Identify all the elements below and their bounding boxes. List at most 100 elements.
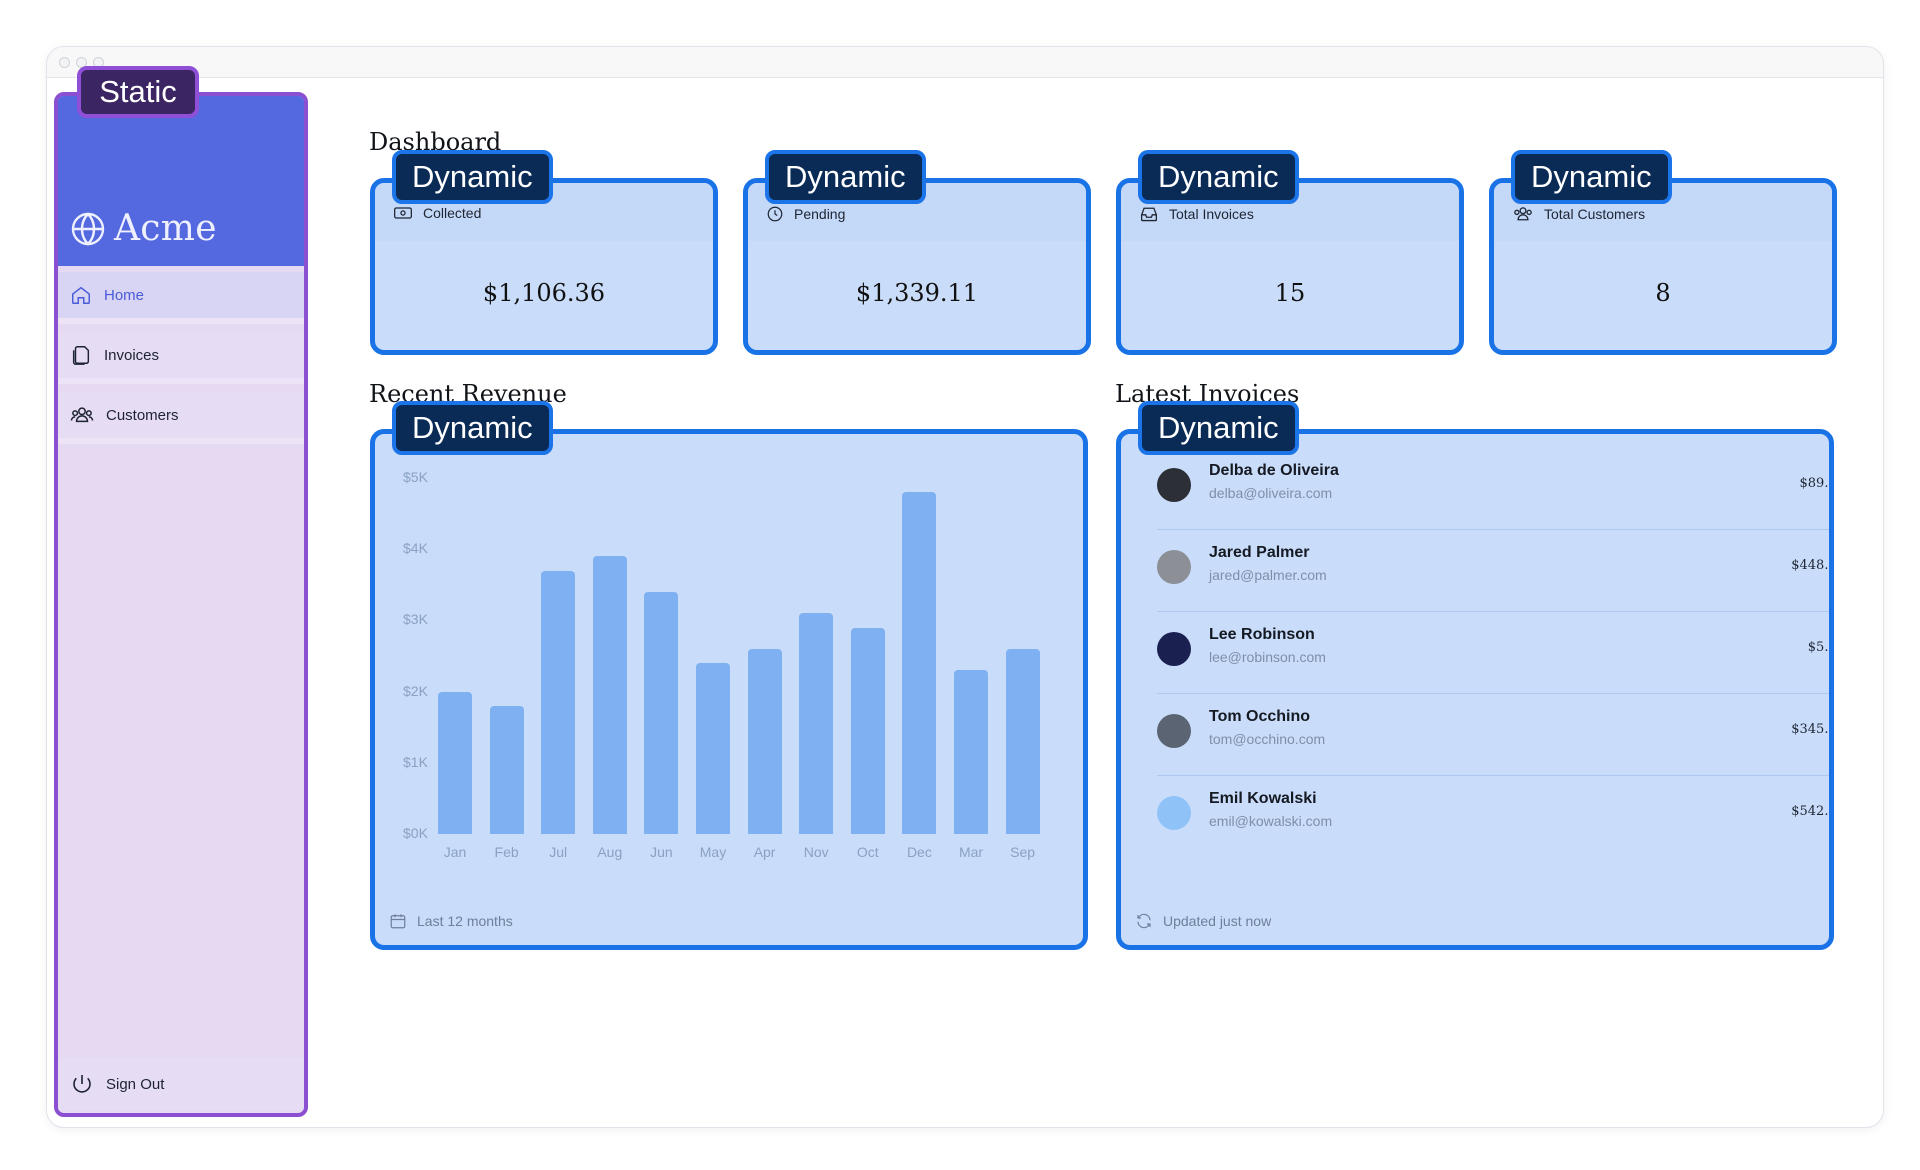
revenue-bar-jun[interactable]: [644, 591, 679, 834]
invoice-row[interactable]: Jared Palmer jared@palmer.com $448.00: [1157, 530, 1829, 612]
latest-invoices-card: Delba de Oliveira delba@oliveira.com $89…: [1116, 429, 1834, 950]
power-icon: [73, 1075, 91, 1093]
dynamic-overlay-label: Dynamic: [765, 150, 926, 204]
card-value: 15: [1274, 279, 1306, 307]
dynamic-overlay-label: Dynamic: [1138, 150, 1299, 204]
sidebar-item-customers[interactable]: Customers: [58, 392, 304, 444]
card-header: Total Customers: [1512, 205, 1645, 223]
invoices-footer: Updated just now: [1135, 912, 1271, 930]
invoices-footer-label: Updated just now: [1163, 913, 1272, 929]
stat-card-collected: Collected $1,106.36: [370, 178, 718, 355]
card-value: $1,339.11: [855, 279, 979, 307]
customer-name: Delba de Oliveira: [1209, 462, 1339, 479]
window-titlebar: [47, 47, 1883, 78]
card-title: Total Invoices: [1169, 206, 1254, 222]
revenue-bar-may[interactable]: [696, 663, 730, 834]
x-tick-label: Oct: [856, 844, 879, 860]
avatar: [1157, 632, 1191, 666]
y-tick-label: $4K: [403, 540, 428, 557]
y-tick-label: $0K: [403, 825, 428, 841]
invoice-amount: $448.00: [1791, 558, 1829, 573]
avatar: [1157, 468, 1191, 502]
banknote-icon: [394, 207, 412, 219]
card-header: Total Invoices: [1139, 205, 1254, 223]
card-value: $1,106.36: [482, 279, 606, 307]
revenue-bar-mar[interactable]: [954, 670, 988, 834]
avatar: [1157, 796, 1191, 830]
revenue-bar-aug[interactable]: [592, 556, 627, 834]
globe-icon: [71, 211, 105, 246]
sign-out-button[interactable]: Sign Out: [58, 1058, 304, 1110]
invoice-row[interactable]: Tom Occhino tom@occhino.com $345.77: [1157, 694, 1829, 776]
card-value: 8: [1655, 279, 1671, 307]
invoice-amount: $542.46: [1791, 804, 1829, 819]
revenue-bar-dec[interactable]: [902, 492, 937, 834]
y-tick-label: $2K: [403, 682, 428, 699]
customer-name: Tom Occhino: [1209, 708, 1311, 725]
x-tick-label: Nov: [803, 844, 829, 860]
sidebar-item-invoices[interactable]: Invoices: [58, 332, 304, 384]
inbox-icon: [1140, 207, 1158, 222]
customer-email: emil@kowalski.com: [1209, 813, 1333, 829]
revenue-footer: Last 12 months: [389, 912, 513, 930]
window-controls: [59, 57, 104, 68]
sidebar-item-label: Invoices: [104, 346, 160, 364]
invoice-row[interactable]: Delba de Oliveira delba@oliveira.com $89…: [1157, 448, 1829, 530]
revenue-chart-card: $5K $4K $3K $2K $1K $0K Jan Feb Jul Aug Jun May Apr N…: [370, 429, 1088, 950]
sidebar-item-label: Home: [104, 286, 145, 304]
revenue-bar-oct[interactable]: [850, 627, 885, 834]
revenue-bar-jul[interactable]: [541, 570, 576, 834]
avatar: [1157, 550, 1191, 584]
card-title: Total Customers: [1544, 206, 1646, 222]
document-icon: [72, 346, 90, 365]
brand-name: Acme: [114, 208, 217, 249]
x-tick-label: Jun: [650, 844, 673, 860]
revenue-bar-apr[interactable]: [747, 648, 782, 834]
revenue-footer-label: Last 12 months: [417, 913, 513, 929]
customer-email: jared@palmer.com: [1209, 567, 1327, 583]
customer-name: Emil Kowalski: [1209, 790, 1317, 807]
x-tick-label: Jul: [549, 844, 568, 860]
static-overlay-label: Static: [77, 66, 199, 118]
card-header: Collected: [393, 205, 481, 221]
logo-block: Acme: [58, 96, 304, 266]
y-tick-label: $3K: [403, 611, 428, 628]
close-dot[interactable]: [59, 57, 70, 68]
y-tick-label: $5K: [403, 469, 428, 485]
revenue-bar-sep[interactable]: [1005, 648, 1040, 834]
dynamic-overlay-label: Dynamic: [1511, 150, 1672, 204]
brand-logo[interactable]: Acme: [70, 208, 217, 249]
dynamic-overlay-label: Dynamic: [392, 150, 553, 204]
card-title: Pending: [794, 206, 846, 222]
invoice-amount: $345.77: [1791, 722, 1829, 737]
customer-name: Jared Palmer: [1209, 544, 1310, 561]
users-icon: [70, 407, 94, 423]
revenue-chart: $5K $4K $3K $2K $1K $0K Jan Feb Jul Aug Jun May Apr N…: [375, 434, 1083, 945]
sidebar-item-home[interactable]: Home: [58, 272, 304, 324]
revenue-bar-nov[interactable]: [799, 613, 834, 834]
stat-card-total-invoices: Total Invoices 15: [1116, 178, 1464, 355]
y-tick-label: $1K: [403, 753, 428, 770]
customer-name: Lee Robinson: [1209, 626, 1315, 643]
clock-icon: [767, 206, 783, 222]
x-tick-label: Feb: [494, 844, 519, 860]
customer-email: tom@occhino.com: [1209, 731, 1326, 747]
sign-out-label: Sign Out: [106, 1075, 165, 1093]
revenue-bar-feb[interactable]: [489, 705, 524, 834]
refresh-icon: [1137, 913, 1151, 929]
avatar: [1157, 714, 1191, 748]
stat-card-pending: Pending $1,339.11: [743, 178, 1091, 355]
dynamic-overlay-label: Dynamic: [1138, 401, 1299, 455]
invoice-row[interactable]: Emil Kowalski emil@kowalski.com $542.46: [1157, 776, 1829, 858]
card-title: Collected: [423, 205, 482, 221]
users-icon: [1514, 207, 1532, 221]
home-icon: [72, 286, 90, 304]
x-tick-label: Aug: [597, 844, 623, 860]
card-header: Pending: [766, 205, 845, 223]
x-tick-label: Mar: [958, 844, 984, 860]
x-tick-label: Apr: [753, 844, 776, 860]
x-tick-label: Jan: [443, 844, 467, 860]
invoice-row[interactable]: Lee Robinson lee@robinson.com $5.00: [1157, 612, 1829, 694]
revenue-bar-jan[interactable]: [438, 691, 472, 834]
sidebar: Acme Home Invoices Customers Sign Out: [54, 92, 308, 1117]
